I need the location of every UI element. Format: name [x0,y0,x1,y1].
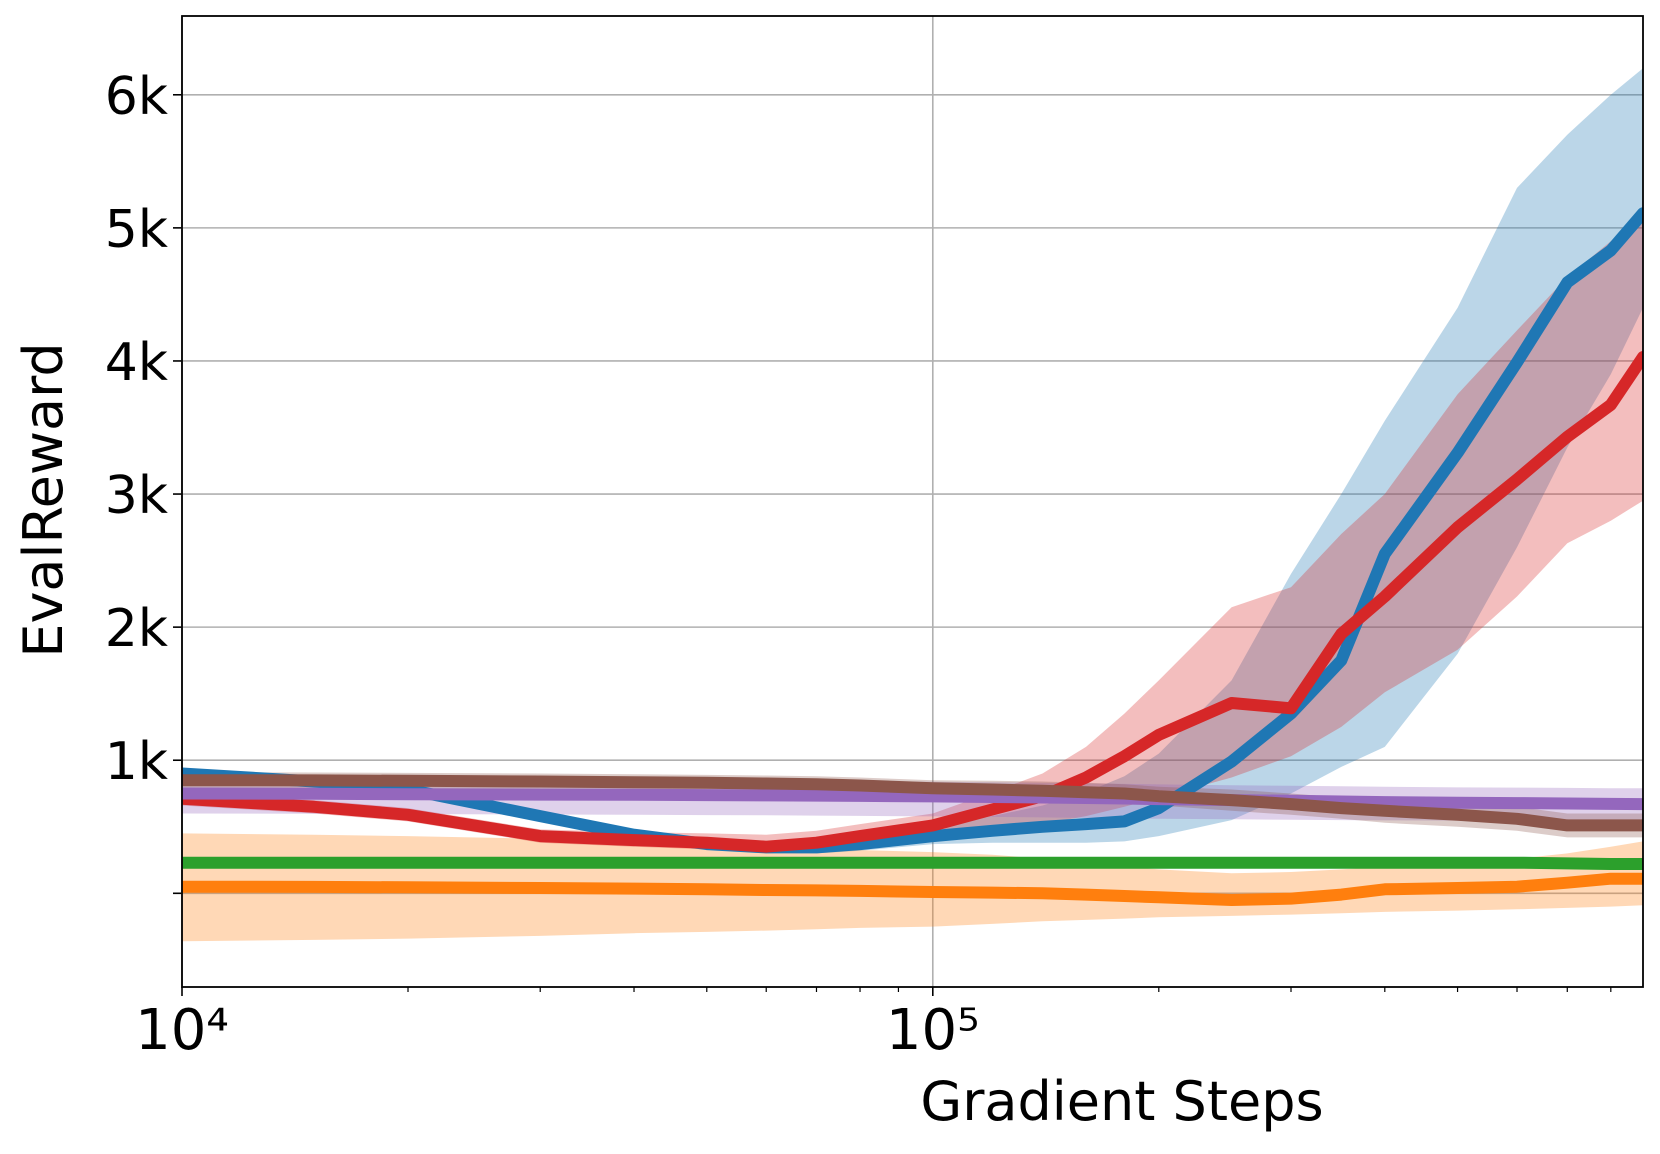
y-axis-label: EvalReward [12,342,75,657]
series-line [182,774,1643,832]
plot-area [182,68,1643,942]
y-tick-label: 4k [105,333,168,393]
y-tick-label: 6k [105,67,168,127]
x-tick-label: 10⁴ [135,998,229,1063]
error-band [182,68,1643,854]
error-band [182,772,1643,838]
series-line [182,787,1643,811]
series-line [182,872,1643,906]
x-tick-label: 10⁵ [886,998,980,1063]
series-line [182,207,1643,854]
error-band [182,214,1643,854]
y-tick-label: 5k [105,200,168,260]
y-tick-label: 2k [105,599,168,659]
y-tick-label: 3k [105,466,168,526]
y-tick-label: 1k [105,732,168,792]
plot-frame [181,15,1644,988]
x-axis-label: Gradient Steps [920,1070,1323,1133]
series-line [182,856,1643,870]
